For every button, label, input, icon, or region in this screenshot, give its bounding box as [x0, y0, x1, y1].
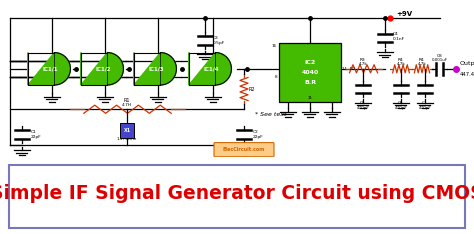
Text: C7
470pF: C7 470pF	[419, 101, 431, 110]
Polygon shape	[81, 53, 123, 85]
Text: IC1/3: IC1/3	[148, 66, 164, 71]
Text: +9V: +9V	[396, 11, 412, 17]
Text: IC2: IC2	[304, 60, 316, 65]
Text: 1.575MHz: 1.575MHz	[117, 137, 137, 141]
Polygon shape	[189, 53, 231, 85]
Bar	[9, 165, 465, 228]
Text: 0.001uF: 0.001uF	[432, 58, 448, 62]
Bar	[279, 44, 341, 102]
Text: IC1/1: IC1/1	[42, 66, 58, 71]
Text: R3: R3	[360, 58, 366, 62]
Text: 447.4kHz: 447.4kHz	[460, 72, 474, 77]
Text: ElecCircuit.com: ElecCircuit.com	[223, 147, 265, 152]
Text: 4040: 4040	[301, 70, 319, 75]
Text: 8: 8	[274, 75, 277, 79]
Text: C8: C8	[437, 54, 443, 58]
Polygon shape	[134, 53, 176, 85]
Text: C3
0.5pF: C3 0.5pF	[213, 36, 225, 45]
Text: R2: R2	[249, 87, 255, 91]
Text: 4.7k: 4.7k	[397, 62, 405, 66]
Text: R4: R4	[398, 58, 404, 62]
Text: 4.7H: 4.7H	[122, 103, 132, 107]
Text: IC1/4: IC1/4	[203, 66, 219, 71]
Text: 4.7k: 4.7k	[418, 62, 427, 66]
Bar	[120, 123, 134, 138]
Text: 16: 16	[272, 44, 277, 48]
Text: C1
22pF: C1 22pF	[31, 130, 42, 139]
Text: IC1/2: IC1/2	[95, 66, 111, 71]
Text: C5
470pF: C5 470pF	[356, 101, 369, 110]
Text: 11: 11	[308, 96, 312, 100]
Polygon shape	[28, 53, 71, 85]
Text: C2
22pF: C2 22pF	[253, 130, 264, 139]
Text: C4
0.1nF: C4 0.1nF	[393, 32, 405, 41]
Text: 11  10: 11 10	[342, 67, 355, 71]
Text: * See text: * See text	[255, 112, 286, 117]
Text: Simple IF Signal Generator Circuit using CMOS: Simple IF Signal Generator Circuit using…	[0, 184, 474, 203]
Text: Output: Output	[460, 61, 474, 66]
Text: C6
470pF: C6 470pF	[395, 101, 407, 110]
Text: R4: R4	[419, 58, 425, 62]
Text: 4.7k: 4.7k	[359, 62, 367, 66]
Text: X1: X1	[123, 128, 130, 133]
Text: R1: R1	[124, 98, 130, 103]
FancyBboxPatch shape	[214, 143, 274, 157]
Text: B.R: B.R	[304, 80, 316, 85]
